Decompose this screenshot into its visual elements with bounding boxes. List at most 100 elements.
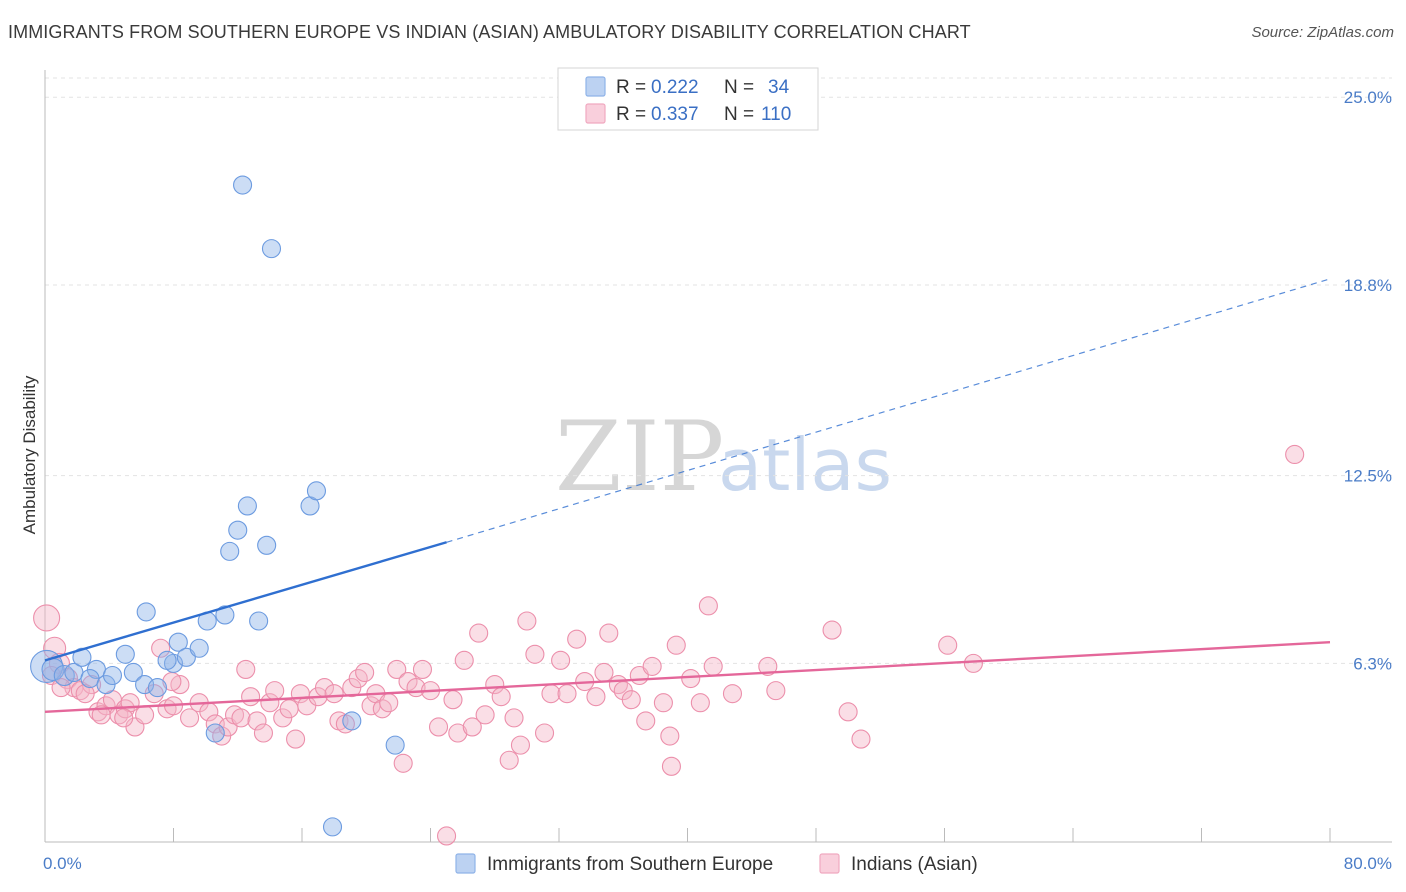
- point-s1-61: [454, 650, 474, 670]
- point-s1-0: [33, 604, 61, 632]
- legend-box: R = 0.222 N = 34 R = 0.337 N = 110: [557, 67, 819, 131]
- point-s0-25: [257, 535, 277, 555]
- point-s1-95: [722, 684, 743, 704]
- y-tick-label-2: 18.8%: [1344, 276, 1392, 295]
- point-s0-17: [189, 638, 209, 658]
- point-s1-14: [135, 705, 155, 725]
- point-s0-15: [168, 632, 188, 652]
- point-s1-50: [379, 693, 399, 713]
- legend-r-label-pink: R =: [616, 104, 646, 125]
- chart-source: Source: ZipAtlas.com: [1251, 24, 1394, 41]
- point-s1-85: [636, 711, 656, 731]
- point-s1-74: [551, 650, 571, 670]
- point-s1-31: [253, 723, 274, 743]
- point-s1-35: [279, 699, 299, 719]
- x-axis-ticks: [44, 828, 1331, 842]
- point-s1-28: [236, 659, 256, 679]
- point-s0-9: [115, 644, 135, 664]
- x-tick-label-min: 0.0%: [43, 854, 82, 873]
- point-s1-108: [114, 708, 134, 728]
- legend-swatch-pink: [585, 103, 606, 124]
- point-s1-68: [504, 708, 524, 728]
- point-s1-69: [510, 735, 531, 755]
- point-s1-41: [324, 684, 344, 704]
- point-s1-66: [491, 687, 511, 707]
- point-s0-20: [136, 602, 156, 622]
- point-s0-33: [385, 735, 405, 755]
- x-tick-label-max: 80.0%: [1344, 854, 1392, 873]
- y-tick-label-3: 25.0%: [1344, 88, 1392, 107]
- legend-swatch-blue: [585, 76, 606, 97]
- point-s1-20: [180, 708, 200, 728]
- point-s1-96: [758, 656, 778, 676]
- bottom-legend-label-blue: Immigrants from Southern Europe: [487, 854, 773, 875]
- point-s0-29: [261, 239, 282, 259]
- point-s1-103: [1285, 444, 1305, 465]
- point-s1-98: [822, 620, 842, 640]
- legend-n-value-pink: 110: [761, 104, 791, 125]
- point-s1-64: [475, 705, 495, 725]
- point-s1-71: [525, 644, 545, 664]
- point-s1-93: [698, 596, 718, 616]
- point-s1-36: [286, 729, 306, 749]
- point-s1-100: [851, 729, 871, 749]
- point-s0-31: [322, 817, 343, 837]
- chart-title: IMMIGRANTS FROM SOUTHERN EUROPE VS INDIA…: [8, 22, 971, 42]
- point-s1-90: [666, 635, 686, 655]
- watermark: ZIP atlas: [555, 401, 892, 513]
- point-s1-16: [151, 638, 171, 658]
- point-s0-6: [80, 668, 100, 689]
- point-s1-51: [387, 659, 407, 679]
- point-s1-52: [393, 753, 413, 773]
- point-s0-30: [205, 723, 225, 743]
- point-s1-57: [428, 717, 449, 737]
- legend-n-label-blue: N =: [724, 77, 754, 98]
- point-s0-21: [220, 541, 240, 561]
- point-s1-65: [485, 675, 505, 695]
- point-s1-102: [963, 653, 983, 673]
- point-s1-33: [265, 681, 285, 701]
- bottom-legend-swatch-pink: [819, 853, 840, 874]
- point-s1-70: [517, 611, 537, 631]
- point-s0-22: [228, 520, 248, 540]
- point-s0-19: [215, 605, 235, 625]
- trend-line-pink: [44, 640, 1331, 714]
- point-s1-73: [541, 684, 561, 704]
- point-s1-86: [642, 656, 662, 676]
- bottom-legend-label-pink: Indians (Asian): [851, 854, 978, 875]
- point-s1-107: [91, 705, 111, 725]
- point-s1-60: [448, 723, 468, 743]
- point-s0-28: [233, 175, 253, 195]
- y-axis-tick-labels: 6.3% 12.5% 18.8% 25.0%: [1344, 88, 1392, 673]
- point-s1-62: [462, 717, 482, 737]
- point-s1-58: [437, 826, 457, 846]
- point-s1-67: [499, 750, 519, 770]
- point-s0-32: [342, 711, 362, 731]
- legend-r-value-blue: 0.222: [651, 77, 699, 98]
- point-s0-10: [123, 662, 143, 683]
- y-axis-title: Ambulatory Disability: [20, 375, 39, 534]
- point-s1-55: [412, 659, 433, 679]
- point-s1-106: [75, 684, 95, 704]
- point-s1-105: [51, 678, 71, 698]
- point-s1-72: [534, 723, 555, 743]
- point-s1-94: [703, 656, 723, 676]
- point-s1-87: [653, 693, 673, 713]
- point-s0-24: [249, 611, 269, 631]
- legend-n-label-pink: N =: [724, 104, 754, 125]
- point-s1-78: [586, 687, 606, 707]
- trend-lines: [44, 278, 1331, 714]
- y-tick-label-0: 6.3%: [1353, 654, 1392, 673]
- point-s0-12: [147, 678, 167, 698]
- point-s1-30: [247, 711, 267, 731]
- point-s1-83: [621, 690, 641, 710]
- point-s1-46: [355, 662, 375, 683]
- point-s1-99: [838, 702, 858, 722]
- legend-n-value-blue: 34: [768, 77, 790, 98]
- point-s1-101: [938, 635, 958, 655]
- point-s0-14: [157, 650, 177, 670]
- bottom-legend-swatch-blue: [455, 853, 476, 874]
- series-immigrants-southern-europe: [30, 175, 405, 837]
- point-s1-88: [660, 726, 680, 746]
